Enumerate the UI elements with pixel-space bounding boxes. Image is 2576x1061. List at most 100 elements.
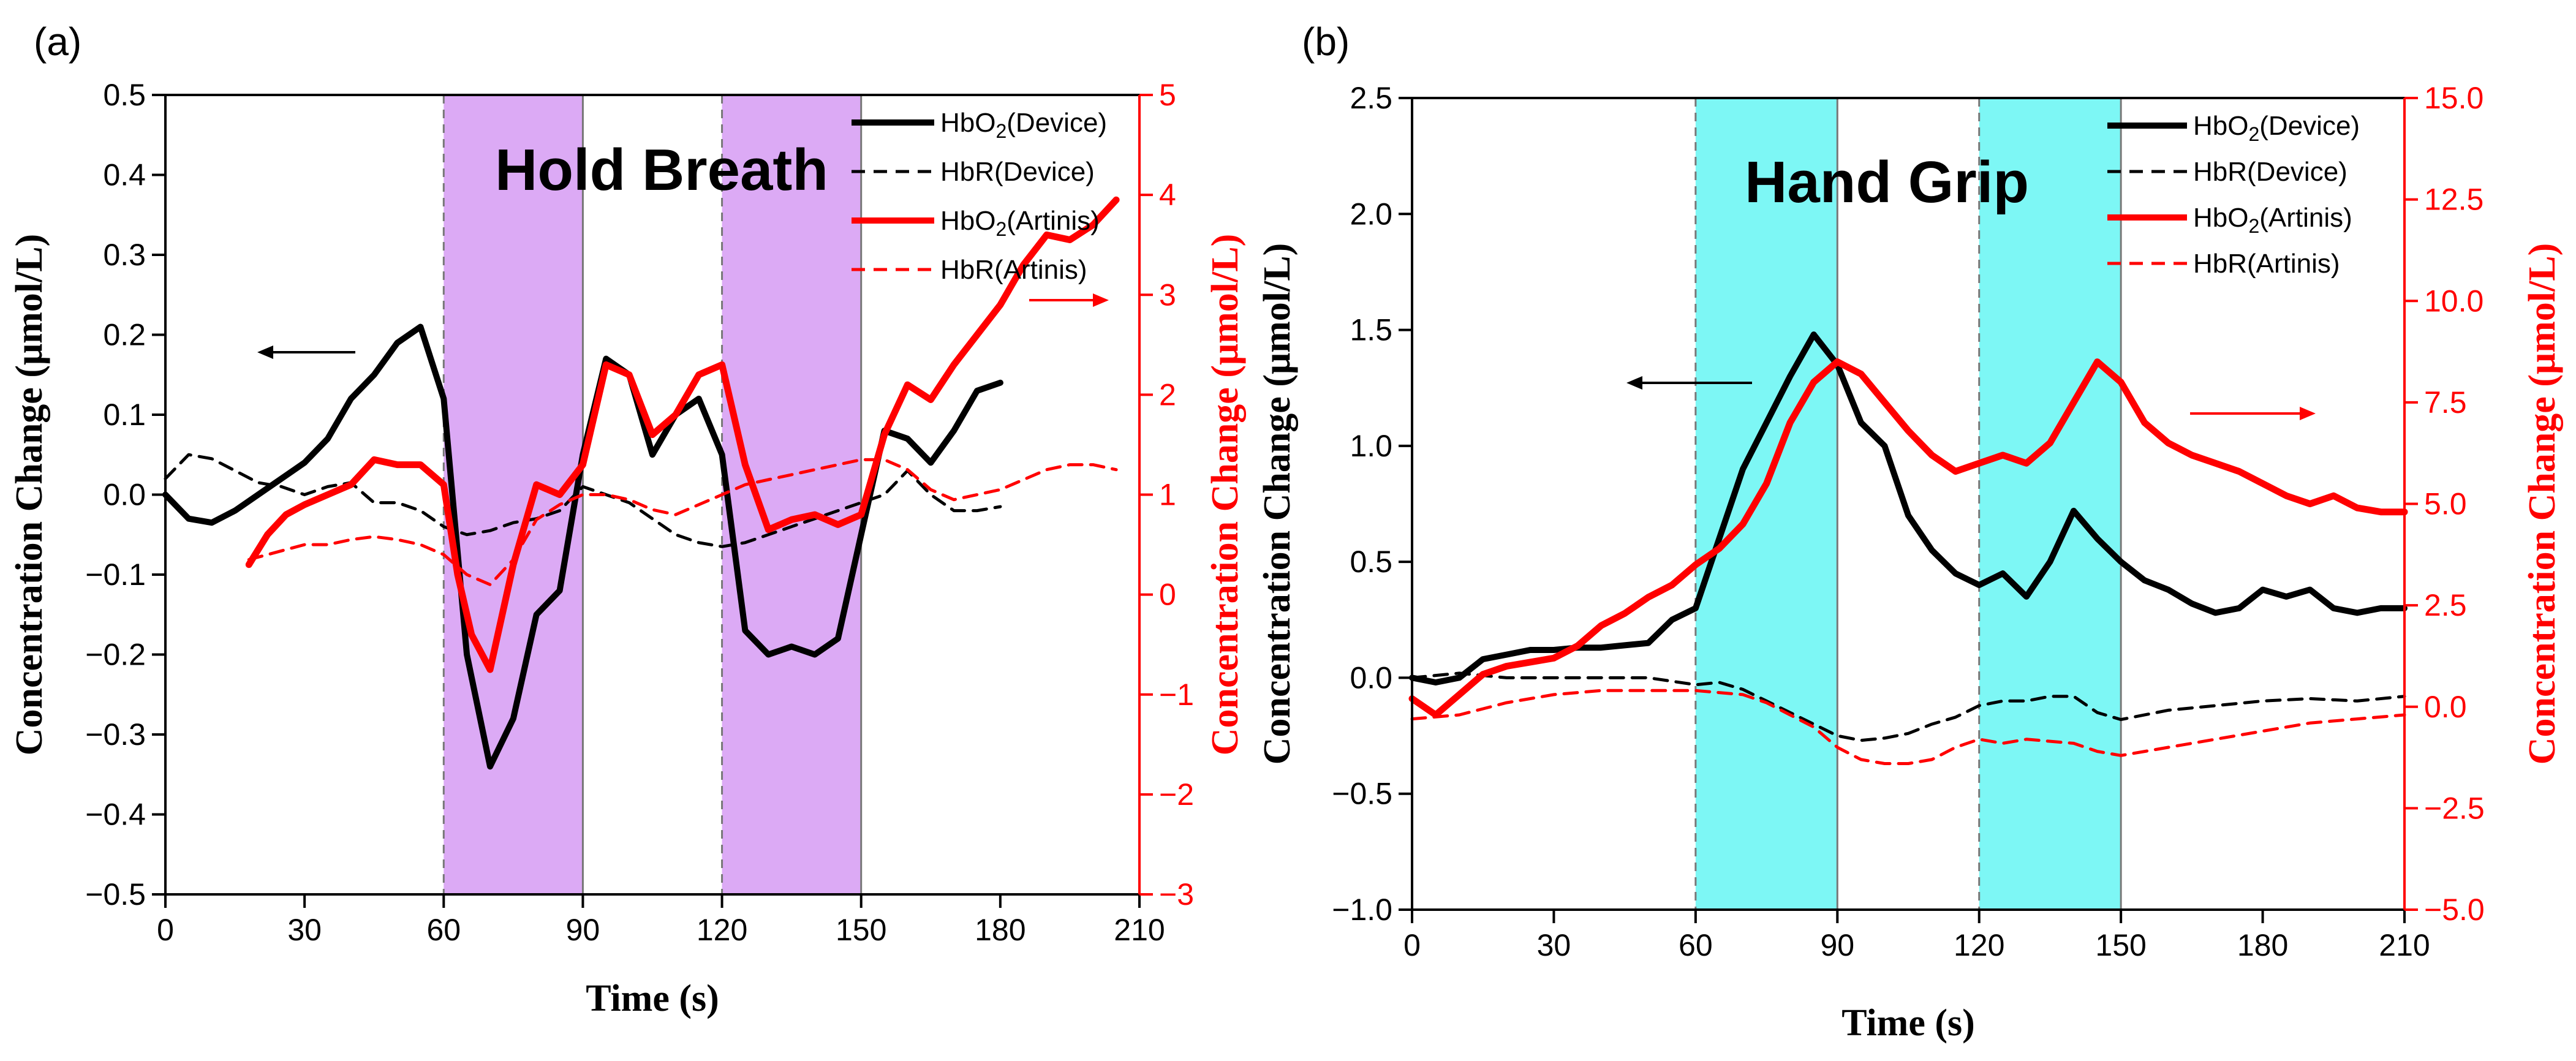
- left-y-tick-label: 0.5: [1350, 545, 1392, 579]
- x-tick-label: 120: [697, 913, 747, 947]
- x-axis-title: Time (s): [586, 978, 719, 1019]
- right-axis-arrow-head: [2300, 407, 2316, 420]
- left-y-axis-title: Concentration Change (μmol/L): [9, 234, 50, 755]
- right-y-axis-title: Concentration Change (μmol/L): [1204, 234, 1246, 755]
- left-y-tick-label: 0.4: [103, 158, 146, 192]
- x-tick-label: 60: [1679, 928, 1713, 962]
- right-y-tick-label: 3: [1159, 278, 1176, 312]
- left-y-tick-label: 0.0: [103, 478, 146, 512]
- right-y-tick-label: −2: [1159, 777, 1194, 812]
- right-y-tick-label: 0.0: [2424, 690, 2467, 724]
- left-y-tick-label: 1.0: [1350, 429, 1392, 463]
- legend-label-part: 2: [2248, 123, 2259, 145]
- left-y-tick-label: 2.5: [1350, 81, 1392, 115]
- legend-label-part: (Artinis): [1007, 206, 1100, 236]
- series-line-hbo2-artinis-: [245, 196, 1120, 673]
- legend-label: HbO2(Device): [940, 108, 1107, 142]
- legend-label: HbR(Device): [2193, 157, 2347, 187]
- legend-label-part: 2: [995, 218, 1007, 240]
- legend-label: HbO2(Artinis): [940, 206, 1100, 240]
- series-line-hbr-artinis-: [1410, 689, 2406, 765]
- left-y-tick-label: 0.1: [103, 398, 146, 432]
- x-tick-label: 30: [287, 913, 322, 947]
- legend-label: HbR(Artinis): [940, 255, 1087, 285]
- right-axis-arrow-head: [1093, 293, 1109, 307]
- chart-title: Hand Grip: [1745, 149, 2029, 215]
- x-tick-label: 90: [566, 913, 600, 947]
- right-y-tick-label: −3: [1159, 877, 1194, 912]
- right-y-tick-label: 5: [1159, 78, 1176, 112]
- legend-label-part: HbO: [2193, 203, 2248, 233]
- legend-label-part: HbO: [2193, 111, 2248, 141]
- series-line-hbo2-artinis-: [1408, 358, 2408, 719]
- left-y-tick-label: 2.0: [1350, 197, 1392, 231]
- legend-label: HbR(Device): [940, 157, 1095, 187]
- panel-b: 0 30 60 90 120 150 180 210 −1.0 −0.5 0.0 0.5 1.0 1.5 2…: [1256, 20, 2563, 1044]
- x-tick-label: 0: [157, 913, 174, 947]
- legend-label-part: HbO: [940, 206, 995, 236]
- legend-label-part: 2: [2248, 215, 2259, 237]
- x-axis-title: Time (s): [1841, 1002, 1975, 1044]
- series-line-hbr-artinis-: [247, 458, 1118, 586]
- shaded-region-1: [722, 95, 861, 894]
- right-y-tick-label: −5.0: [2424, 893, 2485, 927]
- right-y-tick-label: 15.0: [2424, 81, 2483, 115]
- legend-label: HbR(Artinis): [2193, 249, 2340, 279]
- x-tick-label: 0: [1403, 928, 1421, 962]
- x-tick-label: 210: [1114, 913, 1165, 947]
- x-tick-label: 120: [1954, 928, 2004, 962]
- right-y-tick-label: 0: [1159, 578, 1176, 612]
- right-y-tick-label: 1: [1159, 478, 1176, 512]
- panel-a: 0 30 60 90 120 150 180 210−0.5−0.4−0.3−0.2−0.10…: [9, 20, 1246, 1019]
- panel-label: (b): [1302, 20, 1350, 64]
- legend-label: HbO2(Device): [2193, 111, 2360, 145]
- left-y-tick-label: 0.5: [103, 78, 146, 112]
- x-tick-label: 30: [1537, 928, 1571, 962]
- left-axis-arrow-head: [1626, 376, 1642, 390]
- right-y-tick-label: 2.5: [2424, 588, 2467, 622]
- right-y-axis-title: Concentration Change (μmol/L): [2521, 243, 2563, 765]
- x-tick-label: 180: [975, 913, 1025, 947]
- left-y-tick-label: 0.2: [103, 318, 146, 352]
- chart-title: Hold Breath: [495, 137, 828, 203]
- shaded-region-0: [1695, 98, 1838, 910]
- left-y-tick-label: −1.0: [1332, 893, 1392, 927]
- legend-label-part: (Artinis): [2259, 203, 2352, 233]
- left-y-tick-label: −0.2: [85, 638, 146, 672]
- shaded-region-1: [1979, 98, 2121, 910]
- legend-label-part: HbO: [940, 108, 995, 138]
- left-y-tick-label: 0.0: [1350, 660, 1392, 695]
- x-tick-label: 210: [2379, 928, 2430, 962]
- right-y-tick-label: 2: [1159, 377, 1176, 412]
- x-tick-label: 180: [2237, 928, 2288, 962]
- series-line-hbr-device-: [1410, 671, 2406, 742]
- left-axis-arrow-head: [257, 345, 273, 359]
- x-tick-label: 150: [2095, 928, 2146, 962]
- x-tick-label: 60: [426, 913, 461, 947]
- right-y-tick-label: 10.0: [2424, 284, 2483, 318]
- left-y-tick-label: −0.5: [1332, 777, 1392, 811]
- left-y-tick-label: −0.5: [85, 877, 146, 912]
- right-y-tick-label: 12.5: [2424, 183, 2483, 217]
- legend-label: HbO2(Artinis): [2193, 203, 2352, 237]
- legend-label-part: (Device): [1007, 108, 1107, 138]
- legend-label-part: 2: [995, 120, 1007, 142]
- right-y-tick-label: −2.5: [2424, 791, 2485, 825]
- series-line-hbr-device-: [164, 453, 1002, 548]
- right-y-tick-label: 7.5: [2424, 385, 2467, 420]
- panel-label: (a): [34, 20, 81, 64]
- left-y-tick-label: 1.5: [1350, 313, 1392, 347]
- x-tick-label: 90: [1820, 928, 1854, 962]
- left-y-tick-label: 0.3: [103, 238, 146, 272]
- right-y-tick-label: −1: [1159, 678, 1194, 712]
- left-y-tick-label: −0.4: [85, 798, 146, 832]
- x-tick-label: 150: [836, 913, 886, 947]
- left-y-axis-title: Concentration Change (μmol/L): [1256, 243, 1298, 765]
- left-y-tick-label: −0.1: [85, 557, 146, 592]
- right-y-tick-label: 4: [1159, 178, 1176, 212]
- legend-label-part: (Device): [2259, 111, 2360, 141]
- left-y-tick-label: −0.3: [85, 717, 146, 752]
- right-y-tick-label: 5.0: [2424, 487, 2467, 521]
